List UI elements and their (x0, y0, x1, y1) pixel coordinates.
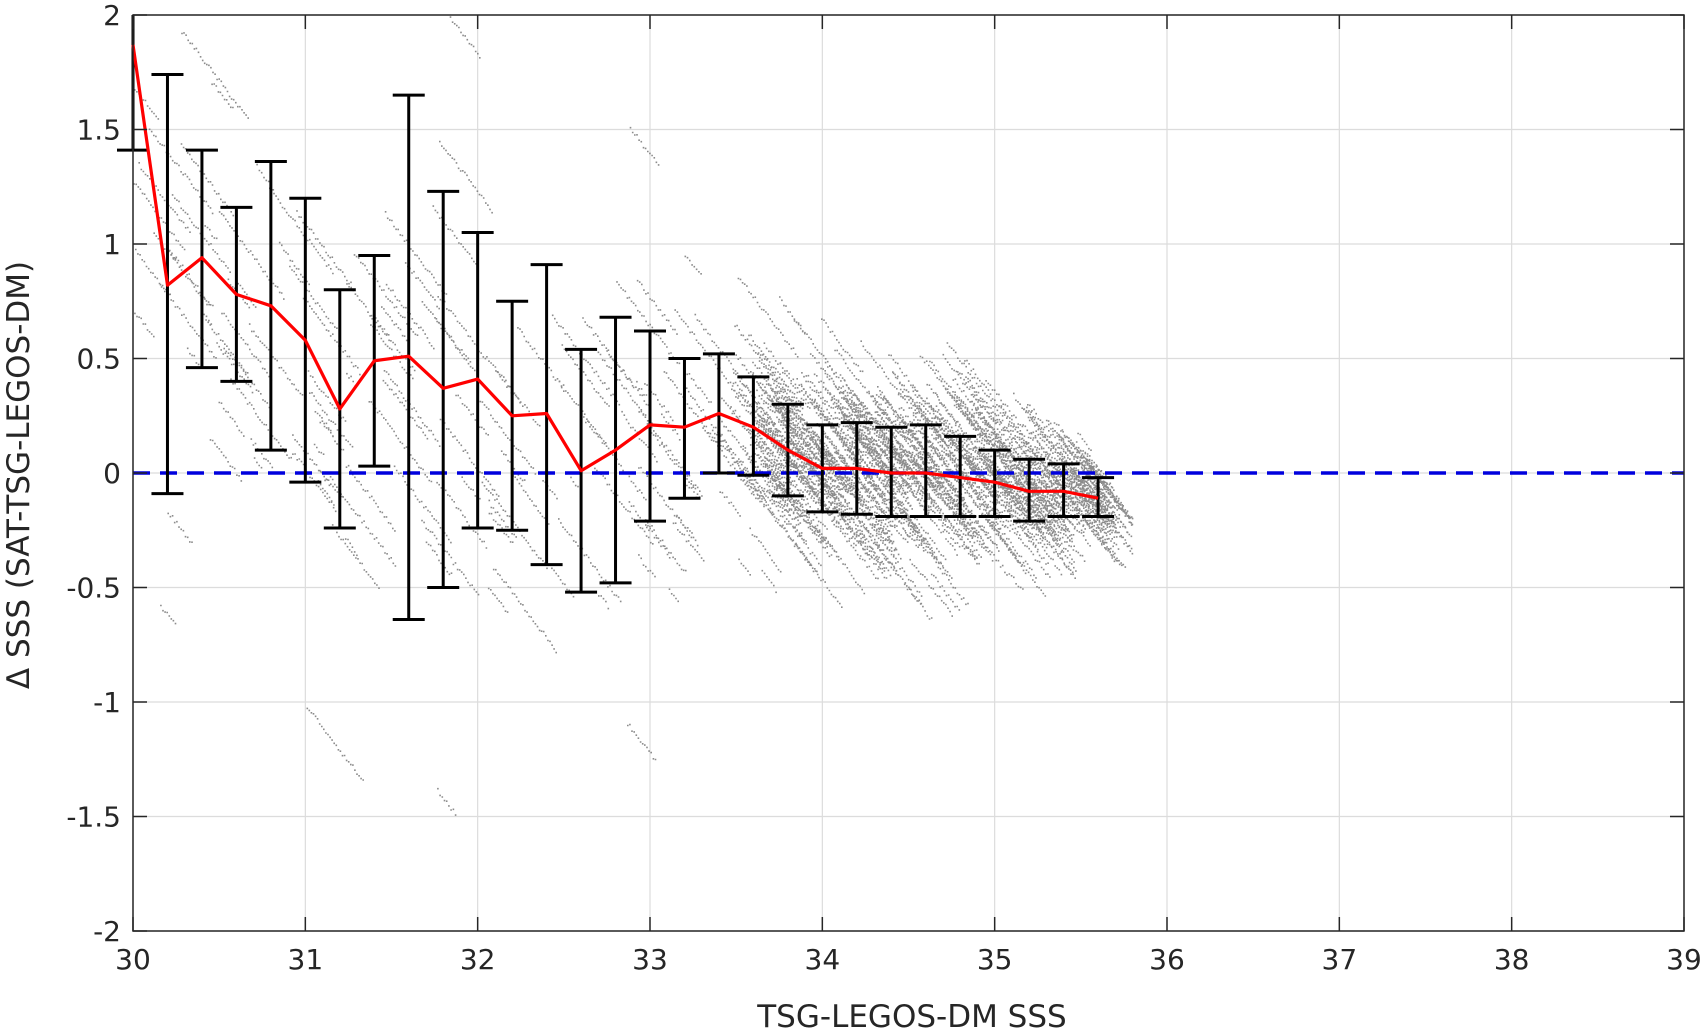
y-tick-label: -1.5 (66, 801, 121, 834)
y-tick-label: 1 (103, 228, 121, 261)
y-tick-label: 1.5 (76, 114, 121, 147)
y-tick-label: -2 (93, 915, 121, 948)
y-axis-title: Δ SSS (SAT-TSG-LEGOS-DM) (1, 261, 37, 689)
x-axis-title: TSG-LEGOS-DM SSS (756, 999, 1066, 1031)
mean-line (131, 44, 1099, 500)
error-bar (909, 423, 942, 519)
y-tick-label: 0 (103, 457, 121, 490)
x-tick-label: 34 (805, 943, 841, 976)
y-tick-label: 0.5 (76, 343, 121, 376)
x-tick-labels: 30 31 32 33 34 35 36 37 38 39 (115, 943, 1702, 976)
x-tick-label: 31 (288, 943, 324, 976)
x-tick-label: 32 (460, 943, 496, 976)
scatter-point-cloud (133, 16, 1134, 816)
axes (132, 14, 1685, 932)
mean-line-path (131, 44, 1099, 500)
y-tick-label: 2 (103, 0, 121, 32)
x-tick-label: 33 (632, 943, 668, 976)
scatter-points (133, 16, 1134, 816)
x-tick-label: 36 (1149, 943, 1185, 976)
y-tick-label: -0.5 (66, 572, 121, 605)
x-tick-label: 38 (1494, 943, 1530, 976)
y-tick-label: -1 (93, 686, 121, 719)
x-tick-label: 30 (115, 943, 151, 976)
y-tick-labels: -2 -1.5 -1 -0.5 0 0.5 1 1.5 2 (66, 0, 121, 948)
x-tick-label: 39 (1666, 943, 1702, 976)
x-tick-label: 37 (1322, 943, 1358, 976)
x-tick-label: 35 (977, 943, 1013, 976)
